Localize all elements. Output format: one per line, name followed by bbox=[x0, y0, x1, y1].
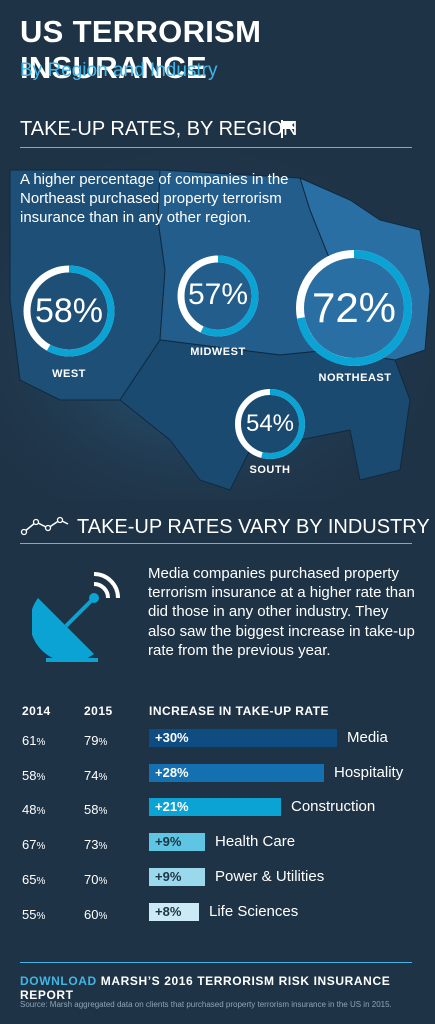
region-ring-west: 58% bbox=[22, 264, 116, 358]
column-header-2015: 2015 bbox=[84, 704, 113, 718]
region-label-west: WEST bbox=[52, 368, 86, 380]
rate-2015: 70% bbox=[84, 871, 108, 887]
page-subtitle: By Region and Industry bbox=[20, 60, 218, 81]
trend-line-icon bbox=[20, 516, 69, 536]
industry-row: 58% 74% +28% Hospitality bbox=[0, 763, 435, 786]
region-label-south: SOUTH bbox=[249, 464, 291, 476]
increase-bar: +21% bbox=[149, 798, 281, 817]
satellite-dish-icon bbox=[32, 572, 120, 662]
industry-row: 55% 60% +8% Life Sciences bbox=[0, 902, 435, 925]
region-divider bbox=[20, 147, 412, 148]
rate-2015: 73% bbox=[84, 837, 108, 853]
increase-label: +21% bbox=[155, 799, 189, 815]
region-label-midwest: MIDWEST bbox=[190, 346, 246, 358]
increase-bar: +8% bbox=[149, 902, 199, 921]
region-ring-northeast: 72% bbox=[294, 248, 414, 368]
region-intro: A higher percentage of companies in the … bbox=[20, 171, 289, 226]
region-value-south: 54% bbox=[245, 410, 295, 437]
download-link[interactable]: DOWNLOAD MARSH’S 2016 TERRORISM RISK INS… bbox=[20, 974, 435, 1002]
industry-section-heading: TAKE-UP RATES VARY BY INDUSTRY bbox=[77, 516, 430, 538]
industry-name: Hospitality bbox=[334, 763, 404, 781]
industry-divider bbox=[20, 543, 412, 544]
increase-label: +30% bbox=[155, 730, 189, 745]
source-note: Source: Marsh aggregated data on clients… bbox=[20, 1000, 392, 1009]
region-value-midwest: 57% bbox=[187, 278, 249, 311]
increase-bar: +9% bbox=[149, 833, 205, 852]
rate-2015: 58% bbox=[84, 802, 108, 818]
report-title[interactable]: MARSH’S 2016 TERRORISM RISK INSURANCE RE… bbox=[20, 974, 391, 1002]
increase-bar: +30% bbox=[149, 729, 337, 747]
industry-row: 48% 58% +21% Construction bbox=[0, 798, 435, 820]
industry-name: Health Care bbox=[215, 833, 296, 851]
increase-label: +28% bbox=[155, 764, 189, 780]
footer-divider bbox=[20, 962, 412, 963]
rate-2014: 48% bbox=[22, 802, 46, 818]
industry-name: Life Sciences bbox=[209, 902, 299, 920]
rate-2014: 58% bbox=[22, 767, 46, 783]
region-ring-south: 54% bbox=[234, 388, 306, 460]
flag-icon bbox=[281, 120, 296, 138]
increase-label: +9% bbox=[155, 868, 182, 884]
increase-bar: +9% bbox=[149, 867, 205, 886]
rate-2014: 65% bbox=[22, 871, 46, 887]
rate-2014: 61% bbox=[22, 733, 46, 748]
rate-2014: 67% bbox=[22, 837, 46, 853]
industry-name: Power & Utilities bbox=[215, 867, 325, 885]
region-ring-midwest: 57% bbox=[176, 254, 260, 338]
increase-label: +9% bbox=[155, 834, 182, 850]
rate-2015: 79% bbox=[84, 733, 108, 748]
region-section-heading: TAKE-UP RATES, BY REGION bbox=[20, 118, 298, 140]
column-header-increase: INCREASE IN TAKE-UP RATE bbox=[149, 704, 330, 718]
increase-bar: +28% bbox=[149, 763, 324, 782]
download-label[interactable]: DOWNLOAD bbox=[20, 974, 97, 988]
industry-row: 61% 79% +30% Media bbox=[0, 729, 435, 751]
page-title: US TERRORISM INSURANCE bbox=[20, 14, 262, 85]
industry-description: Media companies purchased property terro… bbox=[148, 565, 415, 659]
column-header-2014: 2014 bbox=[22, 704, 51, 718]
rate-2015: 60% bbox=[84, 906, 108, 922]
increase-label: +8% bbox=[155, 903, 182, 919]
industry-name: Media bbox=[347, 729, 388, 746]
rate-2015: 74% bbox=[84, 767, 108, 783]
industry-row: 67% 73% +9% Health Care bbox=[0, 833, 435, 855]
region-label-northeast: NORTHEAST bbox=[318, 372, 392, 384]
region-value-west: 58% bbox=[34, 292, 104, 330]
rate-2014: 55% bbox=[22, 906, 46, 922]
industry-row: 65% 70% +9% Power & Utilities bbox=[0, 867, 435, 890]
industry-name: Construction bbox=[291, 798, 376, 816]
region-value-northeast: 72% bbox=[311, 284, 397, 331]
